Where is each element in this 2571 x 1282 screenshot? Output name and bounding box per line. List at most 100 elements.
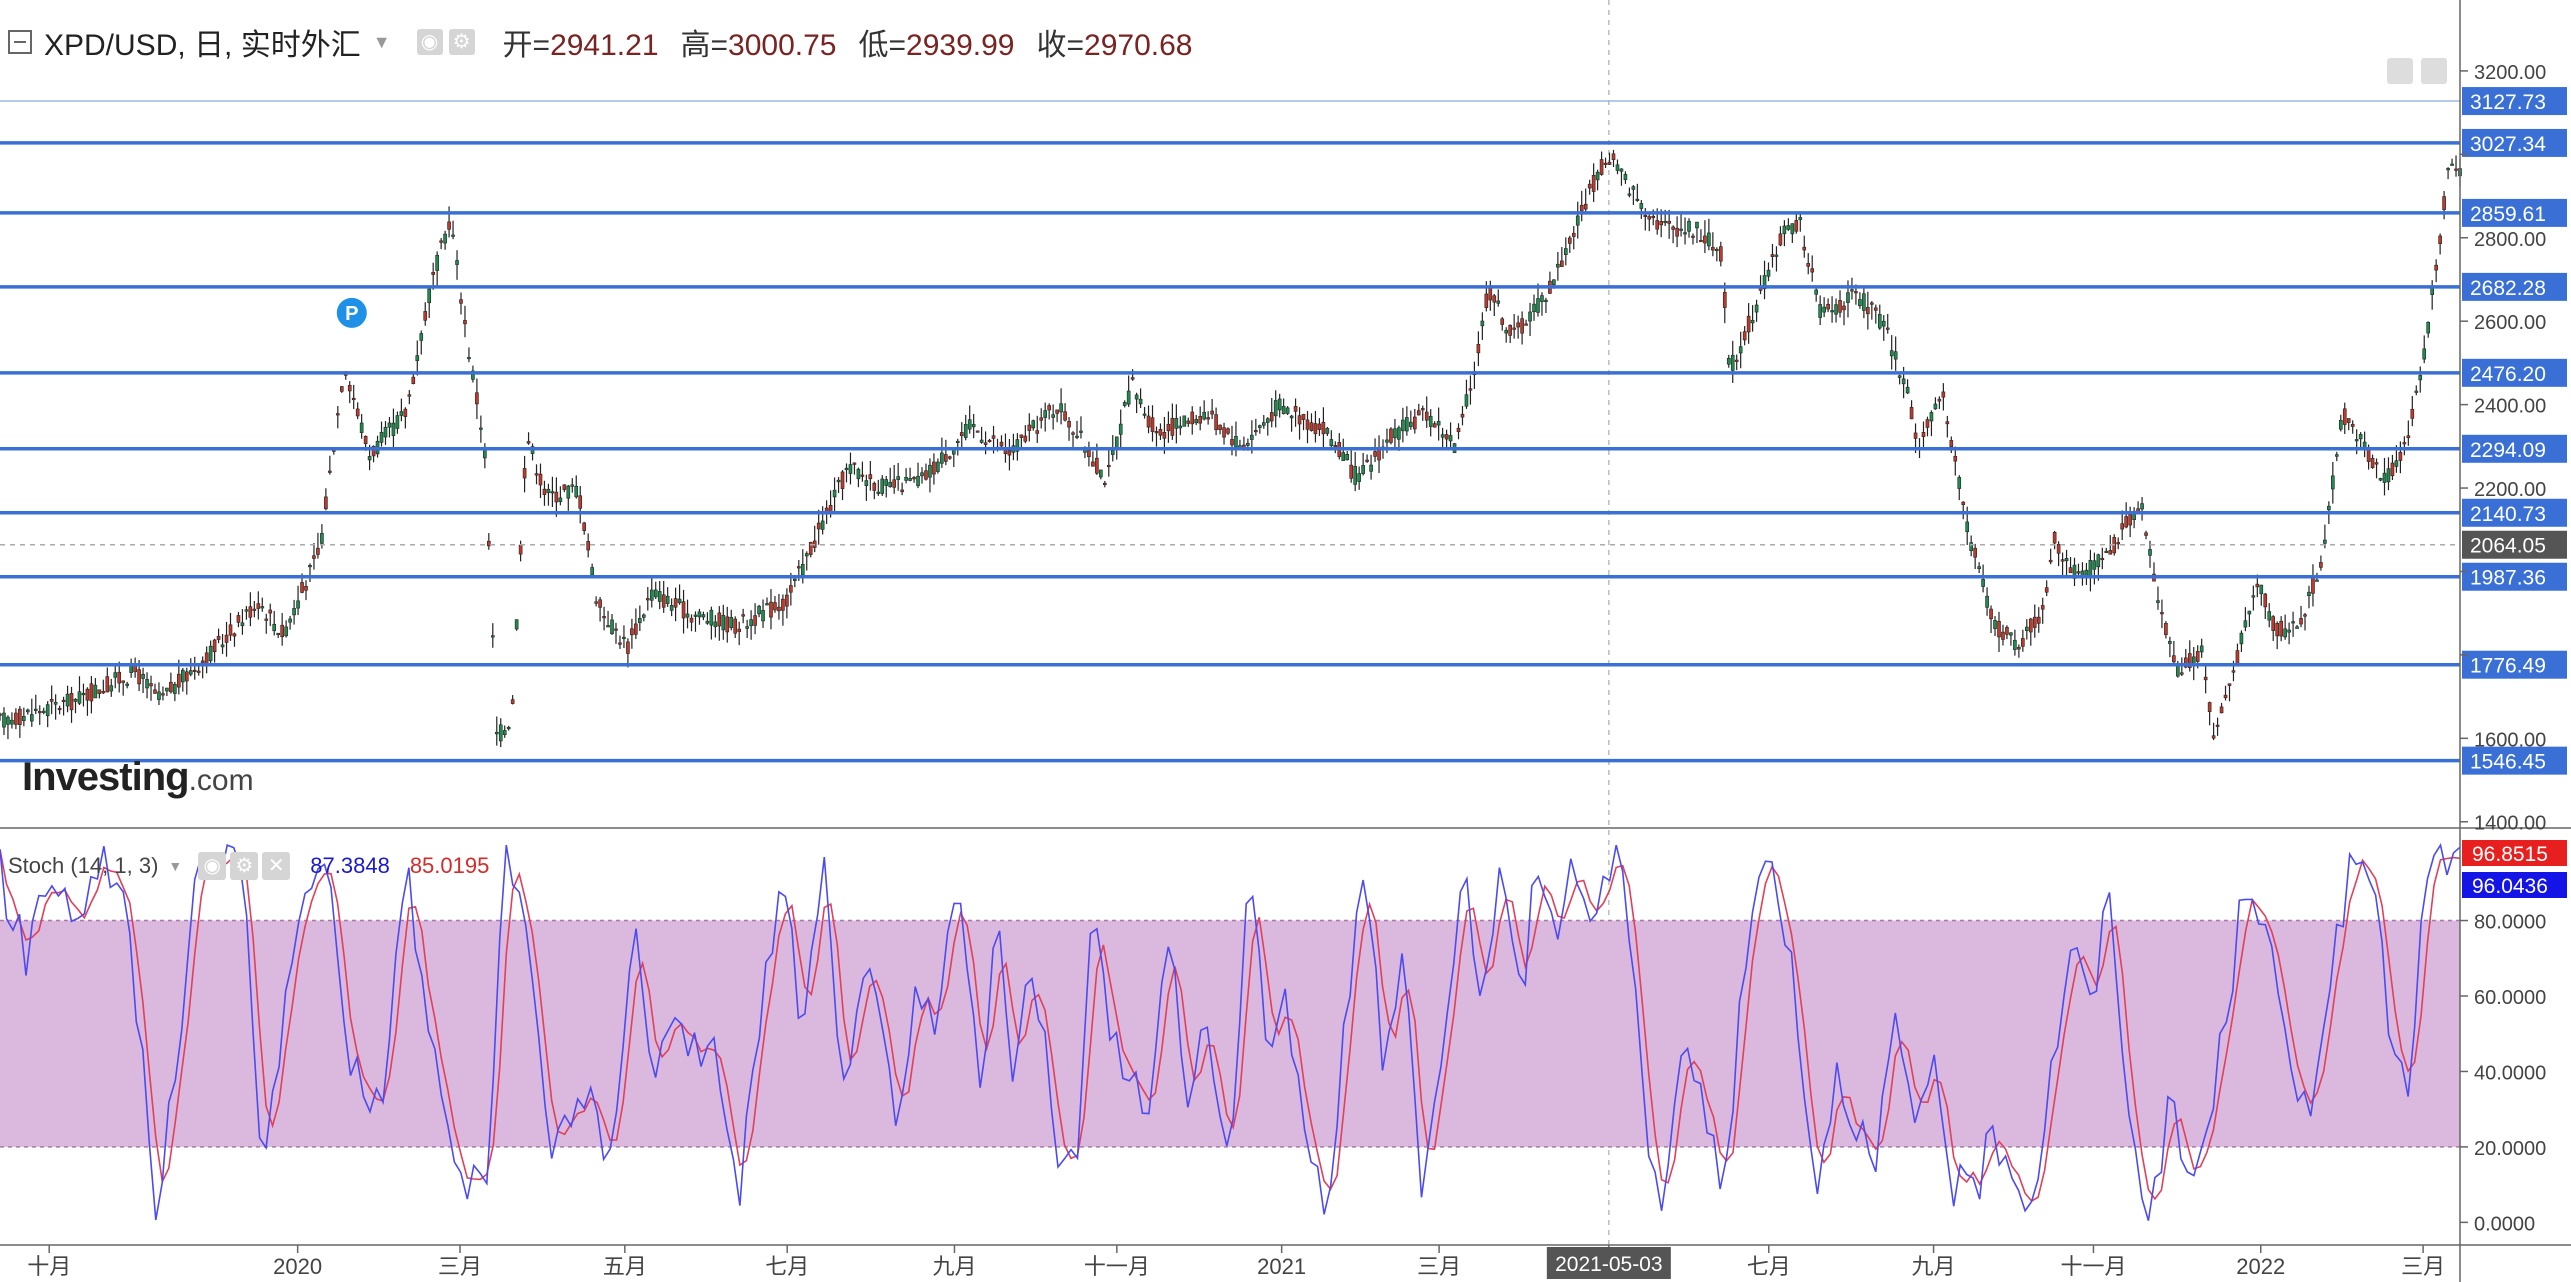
candle-body [1305, 419, 1310, 430]
candle-body [427, 288, 432, 304]
candle-body [1075, 435, 1079, 438]
overbought-oversold-band [0, 920, 2460, 1147]
candle-body [860, 474, 865, 477]
candle-body [665, 595, 670, 604]
candle-body [1460, 413, 1465, 418]
candle-body [773, 602, 777, 611]
candle-body [912, 477, 916, 480]
candle-body [1965, 521, 1970, 533]
candle-body [2172, 655, 2176, 663]
candle-body [145, 679, 149, 689]
candle-body [614, 628, 618, 631]
candle-body [618, 642, 622, 645]
candle-body [1556, 263, 1560, 268]
candle-body [2263, 593, 2268, 608]
marker-p-icon[interactable] [336, 297, 367, 328]
candle-body [117, 671, 122, 684]
candle-body [1742, 331, 1747, 341]
axis-labels: 1400.00 1600.00 2200.00 2400.00 2600.00 2800.… [27, 58, 2567, 1279]
candle-body [1424, 411, 1429, 421]
candle-body [284, 626, 288, 637]
close-icon[interactable]: ✕ [262, 852, 291, 880]
candle-body [157, 691, 161, 700]
candle-body [1683, 232, 1687, 235]
candle-body [1508, 324, 1512, 336]
candle-body [1877, 314, 1882, 329]
candle-body [1750, 319, 1755, 324]
candle-body [1154, 431, 1159, 434]
candle-body [1373, 451, 1377, 457]
candle-body [1289, 415, 1294, 419]
candle-body [423, 311, 428, 321]
candle-body [1409, 421, 1413, 427]
candle-body [153, 689, 157, 694]
candle-body [574, 485, 579, 498]
candle-body [355, 408, 360, 417]
candle-body [2378, 478, 2383, 481]
candle-body [105, 676, 110, 693]
candle-body [81, 693, 86, 696]
candle-body [777, 606, 781, 612]
candle-body [435, 254, 439, 271]
candle-body [2068, 567, 2073, 574]
candle-body [113, 672, 118, 678]
candle-body [2338, 420, 2343, 430]
candle-body [2446, 168, 2450, 171]
candle-body [804, 553, 809, 557]
candle-body [2044, 587, 2049, 593]
chart-title[interactable]: XPD/USD, 日, 实时外汇 [44, 29, 361, 62]
scroll-more-icon[interactable] [2421, 58, 2447, 84]
level-label: 2682.28 [2470, 277, 2546, 300]
candle-body [554, 491, 559, 503]
scroll-down-icon[interactable] [2387, 58, 2413, 84]
ohlc-high: 高=3000.75 [681, 20, 837, 64]
candle-body [1667, 220, 1671, 224]
candle-body [1301, 413, 1306, 420]
candle-body [1122, 402, 1127, 406]
horizontal-levels[interactable]: 3027.34 2859.61 2682.28 2476.20 2294.09 2140.… [0, 87, 2567, 775]
candle-body [37, 711, 42, 714]
x-tick-label: 十月 [27, 1254, 71, 1279]
candle-body [2442, 196, 2446, 210]
candle-body [1071, 432, 1075, 435]
eye-icon[interactable]: ◉ [198, 852, 227, 880]
stoch-k-last-box [2462, 872, 2567, 898]
candle-body [57, 708, 62, 711]
candle-body [200, 660, 205, 664]
candle-body [800, 564, 805, 576]
open-value: 2941.21 [550, 29, 659, 62]
eye-icon[interactable]: ◉ [416, 29, 443, 55]
candle-body [753, 615, 757, 626]
low-value: 2939.99 [906, 29, 1015, 62]
candle-body [1782, 225, 1787, 235]
collapse-icon[interactable] [8, 30, 32, 54]
gear-icon[interactable]: ⚙ [448, 29, 475, 55]
candle-body [471, 370, 475, 380]
stoch-d-last-label: 96.8515 [2472, 843, 2548, 866]
indicator-name[interactable]: Stoch (14, 1, 3) [8, 853, 159, 878]
candle-body [383, 426, 388, 438]
candle-body [2021, 638, 2025, 647]
candle-body [1214, 414, 1218, 431]
candle-body [1317, 423, 1322, 430]
candle-body [1516, 322, 1520, 328]
candle-body [1079, 430, 1083, 433]
chevron-down-icon[interactable]: ▼ [168, 858, 183, 874]
candle-body [1981, 579, 1985, 587]
candle-body [900, 489, 904, 493]
candle-body [1885, 327, 1890, 330]
candle-body [2243, 620, 2248, 628]
candle-body [1190, 411, 1195, 425]
candle-body [1528, 311, 1532, 322]
candle-body [2060, 559, 2065, 562]
candle-body [1226, 428, 1230, 434]
chevron-down-icon[interactable]: ▼ [372, 31, 391, 52]
candle-body [685, 613, 690, 618]
candle-body [1921, 432, 1926, 437]
gear-icon[interactable]: ⚙ [230, 852, 259, 880]
stoch-y-tick-label: 20.0000 [2474, 1138, 2546, 1160]
candle-body [1114, 436, 1119, 449]
candle-body [2124, 516, 2128, 528]
candle-body [1103, 482, 1107, 485]
